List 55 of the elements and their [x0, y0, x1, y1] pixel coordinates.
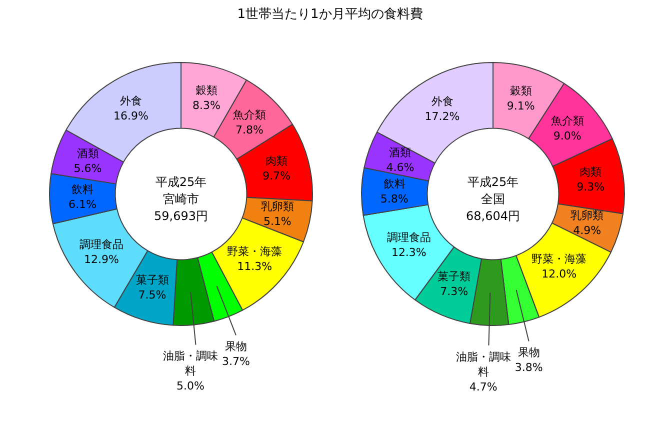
slice-label: 果物: [224, 340, 247, 354]
slice-label: 野菜・海藻: [227, 244, 282, 258]
slice-label: 調理食品: [80, 238, 124, 251]
data-label: 9.1%: [506, 100, 535, 113]
slice-label: 油脂・調味料: [162, 350, 218, 378]
slice-label: 酒類: [389, 146, 412, 159]
data-label: 12.0%: [542, 268, 577, 281]
data-label: 7.5%: [138, 288, 166, 302]
slice-label: 果物: [518, 346, 540, 360]
data-label: 3.7%: [222, 355, 250, 368]
data-label: 6.1%: [68, 198, 96, 211]
slice-label: 飲料: [383, 178, 406, 190]
text: 平成25年: [155, 175, 207, 190]
slice-label: 野菜・海藻: [532, 252, 587, 266]
text: 68,604円: [466, 209, 520, 224]
data-label: 5.1%: [263, 215, 292, 228]
slice-label: 魚介類: [550, 114, 584, 128]
text: 59,693円: [154, 209, 208, 224]
slice-label: 油脂・調味料: [456, 350, 511, 378]
data-label: 5.6%: [74, 162, 102, 176]
data-label: 5.0%: [176, 380, 204, 393]
text: 平成25年: [467, 175, 519, 190]
data-label: 9.3%: [576, 180, 605, 194]
text: 宮崎市: [163, 192, 199, 206]
data-label: 8.3%: [192, 99, 220, 112]
slice-label: 菓子類: [136, 274, 169, 287]
slice-label: 乳卵類: [570, 208, 604, 222]
slice-label: 飲料: [71, 182, 94, 196]
text: 全国: [481, 192, 505, 206]
data-label: 12.9%: [84, 252, 119, 266]
slice-label: 魚介類: [232, 108, 266, 122]
data-label: 5.8%: [380, 192, 408, 206]
data-label: 11.3%: [237, 260, 272, 273]
slice-label: 調理食品: [386, 230, 431, 244]
data-label: 4.6%: [386, 160, 414, 174]
slice-label: 乳卵類: [260, 200, 294, 214]
slice-label: 外食: [431, 94, 454, 108]
slice-label: 肉類: [580, 165, 602, 178]
data-label: 4.7%: [469, 380, 498, 394]
data-label: 9.0%: [553, 130, 582, 143]
data-label: 4.9%: [573, 224, 602, 237]
data-label: 7.3%: [440, 284, 468, 298]
data-label: 3.8%: [514, 361, 543, 374]
slice-label: 穀類: [195, 84, 218, 98]
slice-label: 外食: [120, 94, 142, 108]
data-label: 7.8%: [235, 123, 264, 136]
slice-label: 酒類: [76, 147, 99, 160]
data-label: 17.2%: [424, 110, 460, 123]
slice-label: 肉類: [265, 154, 288, 168]
data-label: 9.7%: [262, 170, 290, 183]
chart-title: 1世帯当たり1か月平均の食料費: [236, 6, 424, 23]
slice-label: 菓子類: [438, 270, 471, 283]
data-label: 12.3%: [391, 246, 426, 259]
slice-label: 穀類: [510, 84, 532, 98]
data-label: 16.9%: [114, 109, 148, 122]
